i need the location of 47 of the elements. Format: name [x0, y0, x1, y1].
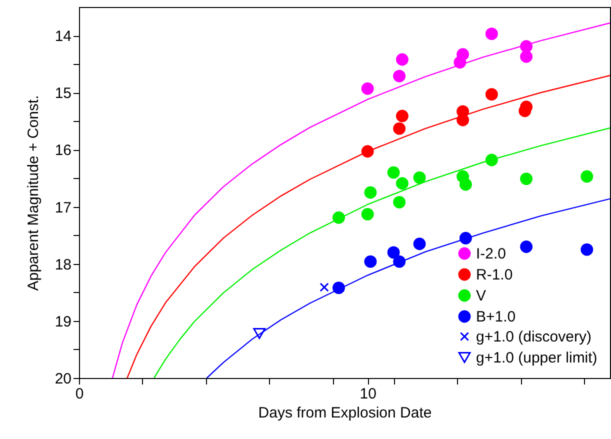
y-tick-label: 16 [54, 142, 72, 160]
legend-label: I-2.0 [476, 246, 506, 262]
point [396, 53, 408, 66]
point [364, 186, 377, 199]
point [459, 178, 472, 191]
point [361, 82, 374, 95]
legend-label: R-1.0 [476, 266, 513, 284]
x-tick-label: 0 [75, 386, 84, 402]
y-axis-title: Apparent Magnitude + Const. [24, 95, 42, 291]
x-tick-label: 10 [360, 386, 376, 402]
point [580, 170, 594, 183]
point [396, 177, 408, 190]
y-tick-label: 18 [54, 256, 72, 274]
point [413, 171, 426, 184]
point [485, 28, 498, 40]
point [320, 282, 329, 292]
point [485, 88, 498, 101]
point [393, 122, 406, 135]
line-series [126, 74, 610, 378]
point [413, 238, 426, 250]
point [387, 166, 400, 179]
legend-label: V [476, 288, 486, 304]
point [332, 282, 345, 294]
point [364, 255, 377, 268]
legend-label: B+1.0 [476, 308, 516, 326]
x-axis-title: Days from Explosion Date [258, 404, 432, 422]
point [396, 110, 408, 122]
point [520, 240, 533, 253]
legend-label: g+1.0 (upper limit) [476, 350, 598, 366]
point [387, 246, 400, 259]
point [393, 196, 406, 208]
y-tick-label: 17 [54, 199, 72, 216]
point [520, 50, 533, 63]
y-tick-label: 20 [54, 370, 72, 388]
point [361, 208, 374, 220]
y-tick-label: 19 [54, 313, 72, 330]
point [454, 56, 466, 69]
y-tick-label: 14 [54, 28, 72, 46]
legend-label: g+1.0 (discovery) [476, 328, 592, 346]
point [580, 243, 594, 256]
point [520, 172, 533, 186]
line-series [206, 198, 610, 378]
line-series [153, 127, 610, 378]
y-tick-label: 15 [54, 85, 72, 102]
line-series [112, 22, 610, 378]
point [393, 70, 406, 82]
point [253, 328, 266, 339]
